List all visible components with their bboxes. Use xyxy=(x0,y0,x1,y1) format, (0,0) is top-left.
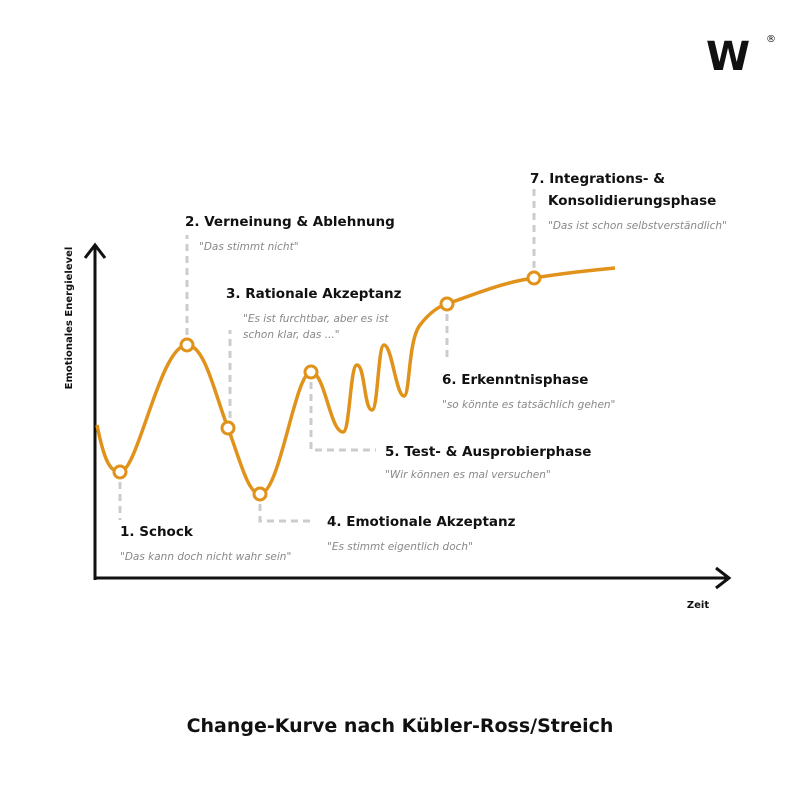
phase-title: 2. Verneinung & Ablehnung xyxy=(185,214,395,230)
y-axis-label: Emotionales Energielevel xyxy=(64,247,75,390)
labels: 1. Schock "Das kann doch nicht wahr sein… xyxy=(120,171,727,563)
phase-quote: schon klar, das ..." xyxy=(243,329,340,341)
axes xyxy=(83,242,732,590)
phase-quote: "Wir können es mal versuchen" xyxy=(385,469,551,481)
phase-quote: "Das ist schon selbstverständlich" xyxy=(548,220,727,232)
logo: W xyxy=(706,34,750,80)
logo-registered: ® xyxy=(766,34,776,45)
phase-title: Konsolidierungsphase xyxy=(548,193,716,209)
x-axis-label: Zeit xyxy=(687,600,709,611)
phase-quote: "Das stimmt nicht" xyxy=(199,241,299,253)
phase-quote: "Es ist furchtbar, aber es ist xyxy=(243,313,389,325)
phase-title: 6. Erkenntnisphase xyxy=(442,372,588,388)
phase-quote: "so könnte es tatsächlich gehen" xyxy=(442,399,615,411)
phase-title: 3. Rationale Akzeptanz xyxy=(226,286,402,302)
phase-title: 4. Emotionale Akzeptanz xyxy=(327,514,516,530)
phase-title: 7. Integrations- & xyxy=(530,171,665,187)
phase-title: 5. Test- & Ausprobierphase xyxy=(385,444,591,460)
footer-title: Change-Kurve nach Kübler-Ross/Streich xyxy=(187,715,614,737)
guides xyxy=(118,188,536,523)
points xyxy=(112,270,542,502)
phase-title: 1. Schock xyxy=(120,524,194,540)
phase-quote: "Das kann doch nicht wahr sein" xyxy=(120,551,291,563)
phase-quote: "Es stimmt eigentlich doch" xyxy=(327,541,473,553)
